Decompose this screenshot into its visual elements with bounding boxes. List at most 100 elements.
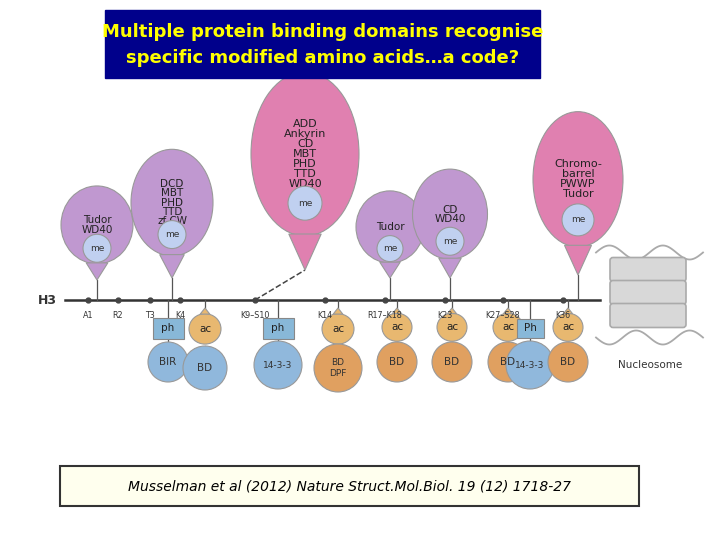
FancyBboxPatch shape bbox=[516, 319, 544, 338]
Text: K4: K4 bbox=[175, 311, 185, 320]
FancyBboxPatch shape bbox=[610, 303, 686, 327]
Text: A1: A1 bbox=[83, 311, 94, 320]
Text: K23: K23 bbox=[437, 311, 453, 320]
Text: CD: CD bbox=[297, 139, 313, 149]
Text: ac: ac bbox=[332, 324, 344, 334]
Polygon shape bbox=[380, 262, 400, 278]
Text: Musselman et al (2012) Nature Struct.Mol.Biol. 19 (12) 1718-27: Musselman et al (2012) Nature Struct.Mol… bbox=[128, 479, 571, 493]
Circle shape bbox=[254, 341, 302, 389]
Text: me: me bbox=[443, 237, 457, 246]
Text: K36: K36 bbox=[555, 311, 570, 320]
Text: Tudor: Tudor bbox=[83, 215, 112, 225]
Ellipse shape bbox=[322, 314, 354, 344]
Text: BD: BD bbox=[444, 357, 459, 367]
Text: ac: ac bbox=[199, 324, 211, 334]
Text: me: me bbox=[298, 199, 312, 208]
Circle shape bbox=[148, 342, 188, 382]
Text: BIR: BIR bbox=[159, 357, 176, 367]
Circle shape bbox=[488, 342, 528, 382]
Polygon shape bbox=[503, 308, 513, 314]
FancyBboxPatch shape bbox=[263, 318, 294, 339]
Text: ac: ac bbox=[502, 322, 514, 332]
Ellipse shape bbox=[553, 313, 583, 341]
Text: me: me bbox=[571, 215, 585, 225]
Circle shape bbox=[314, 344, 362, 392]
FancyBboxPatch shape bbox=[105, 10, 540, 78]
Ellipse shape bbox=[437, 313, 467, 341]
Text: ac: ac bbox=[446, 322, 458, 332]
Text: BD
DPF: BD DPF bbox=[329, 359, 347, 377]
Text: ph: ph bbox=[161, 323, 175, 333]
FancyBboxPatch shape bbox=[153, 318, 184, 339]
Ellipse shape bbox=[251, 72, 359, 236]
Text: PHD: PHD bbox=[161, 198, 183, 207]
Text: ph: ph bbox=[271, 323, 284, 333]
Text: zf-CW: zf-CW bbox=[157, 217, 187, 226]
Circle shape bbox=[377, 235, 403, 261]
Text: T3: T3 bbox=[145, 311, 155, 320]
Circle shape bbox=[288, 186, 322, 220]
Text: MBT: MBT bbox=[293, 149, 317, 159]
Text: WD40: WD40 bbox=[434, 214, 466, 224]
Text: DCD: DCD bbox=[161, 179, 184, 189]
Text: specific modified amino acids…a code?: specific modified amino acids…a code? bbox=[126, 49, 519, 66]
Text: R17–K18: R17–K18 bbox=[368, 311, 402, 320]
Polygon shape bbox=[200, 308, 210, 314]
Text: MBT: MBT bbox=[161, 188, 183, 198]
Text: 14-3-3: 14-3-3 bbox=[516, 361, 545, 369]
Text: Tudor: Tudor bbox=[376, 222, 405, 232]
Text: Tudor: Tudor bbox=[563, 190, 593, 199]
Text: me: me bbox=[383, 244, 397, 253]
FancyBboxPatch shape bbox=[610, 258, 686, 281]
FancyBboxPatch shape bbox=[60, 466, 639, 506]
Circle shape bbox=[548, 342, 588, 382]
Polygon shape bbox=[160, 254, 184, 278]
Polygon shape bbox=[564, 308, 572, 314]
Text: K14: K14 bbox=[318, 311, 333, 320]
Text: R2: R2 bbox=[113, 311, 123, 320]
Circle shape bbox=[432, 342, 472, 382]
Circle shape bbox=[83, 234, 111, 262]
Text: TTD: TTD bbox=[294, 169, 316, 179]
Circle shape bbox=[158, 220, 186, 248]
Text: PHD: PHD bbox=[293, 159, 317, 169]
Ellipse shape bbox=[131, 149, 213, 256]
Polygon shape bbox=[448, 308, 456, 314]
Ellipse shape bbox=[533, 112, 623, 247]
Text: ac: ac bbox=[391, 322, 403, 332]
Ellipse shape bbox=[382, 313, 412, 341]
Text: CD: CD bbox=[442, 205, 458, 214]
Text: BD: BD bbox=[197, 363, 212, 373]
Polygon shape bbox=[438, 258, 462, 278]
Text: BD: BD bbox=[500, 357, 516, 367]
Polygon shape bbox=[333, 308, 343, 314]
Text: Multiple protein binding domains recognise: Multiple protein binding domains recogni… bbox=[102, 23, 543, 40]
Text: K9–S10: K9–S10 bbox=[240, 311, 270, 320]
Circle shape bbox=[436, 227, 464, 255]
Text: me: me bbox=[165, 230, 179, 239]
Polygon shape bbox=[392, 308, 402, 314]
Text: 14-3-3: 14-3-3 bbox=[264, 361, 293, 369]
Text: Ph: Ph bbox=[523, 323, 536, 333]
Polygon shape bbox=[289, 234, 321, 270]
Text: WD40: WD40 bbox=[81, 225, 113, 234]
Text: PWWP: PWWP bbox=[560, 179, 595, 190]
Polygon shape bbox=[86, 263, 108, 280]
Ellipse shape bbox=[493, 313, 523, 341]
Text: me: me bbox=[90, 244, 104, 253]
Text: WD40: WD40 bbox=[288, 179, 322, 189]
Text: ADD: ADD bbox=[293, 119, 318, 129]
FancyBboxPatch shape bbox=[610, 280, 686, 305]
Text: H3: H3 bbox=[38, 294, 57, 307]
Text: Ankyrin: Ankyrin bbox=[284, 129, 326, 139]
Circle shape bbox=[562, 204, 594, 236]
Ellipse shape bbox=[413, 169, 487, 259]
Circle shape bbox=[506, 341, 554, 389]
Text: Chromo-: Chromo- bbox=[554, 159, 602, 170]
Polygon shape bbox=[564, 245, 592, 275]
Text: ac: ac bbox=[562, 322, 574, 332]
Text: barrel: barrel bbox=[562, 170, 594, 179]
Text: BD: BD bbox=[560, 357, 575, 367]
Text: K27–S28: K27–S28 bbox=[486, 311, 521, 320]
Circle shape bbox=[377, 342, 417, 382]
